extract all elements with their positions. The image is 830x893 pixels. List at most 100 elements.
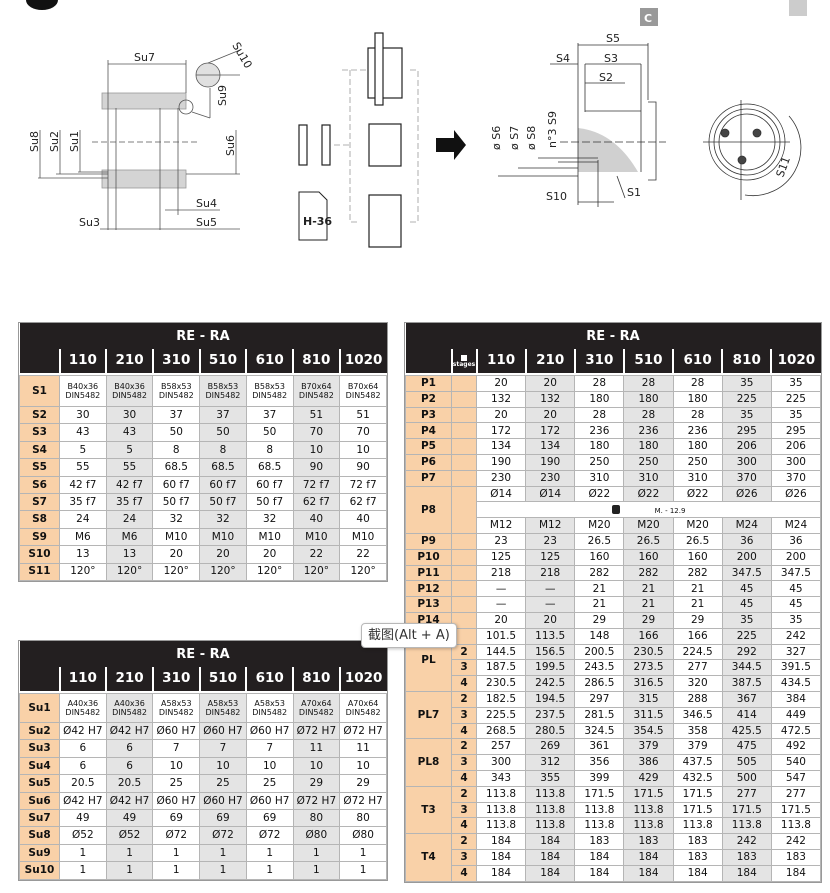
table-cell: 194.5 xyxy=(525,690,576,708)
table-cell: 21 xyxy=(574,580,625,598)
table-cell: 187.5 xyxy=(475,659,527,677)
c-badge-icon xyxy=(640,8,658,26)
table-cell: 190 xyxy=(475,453,527,471)
table-row: P11 218 218 282 282 282 347.5 347.5 xyxy=(405,564,822,582)
stage-cell: 4 xyxy=(451,769,477,787)
table-cell: 180 xyxy=(623,438,674,455)
table-cell: 225 xyxy=(721,390,772,408)
table-cell: 20 xyxy=(152,545,201,564)
row-label: P7 xyxy=(405,469,452,487)
table-cell: 120° xyxy=(152,562,201,581)
exploded-parts-drawing xyxy=(298,32,419,248)
table-cell: 51 xyxy=(292,405,341,425)
table-cell: 386 xyxy=(623,754,674,771)
table-su-dimensions: RE - RA 110 210 310 510 610 810 1020 Su1 A40x36 D… xyxy=(18,640,388,881)
table-cell: 437.5 xyxy=(672,754,723,771)
row-label: PL7 xyxy=(405,690,452,740)
table-cell: 399 xyxy=(574,769,625,787)
table-cell: 8 xyxy=(199,440,247,460)
table-cell: 300 xyxy=(475,754,527,771)
stage-cell xyxy=(451,469,477,487)
table-cell: 26.5 xyxy=(574,532,625,550)
stage-cell: 3 xyxy=(451,659,477,677)
stage-cell: 3 xyxy=(451,706,477,724)
table-cell: M10 xyxy=(292,527,341,547)
row-label: Su5 xyxy=(19,774,60,793)
table-row: 4 230.5 242.5 286.5 316.5 320 387.5 434.5 xyxy=(406,675,822,692)
table-cell: 472.5 xyxy=(770,722,822,740)
table-cell: 6 xyxy=(105,739,154,758)
table-cell: 269 xyxy=(525,738,576,756)
table-cell: 20 xyxy=(245,545,294,564)
table-cell: 20 xyxy=(475,406,527,424)
stage-cell xyxy=(451,390,477,408)
table-cell: 45 xyxy=(770,580,822,598)
table-cell: 13 xyxy=(59,545,107,564)
table-cell: 1 xyxy=(339,843,387,863)
table-cell: 29 xyxy=(292,774,341,793)
table-cell: 184 xyxy=(525,864,576,882)
table-cell: 6 xyxy=(59,739,107,758)
table-cell: 113.8 xyxy=(672,817,723,835)
row-label: P12 xyxy=(405,580,452,598)
table-cell: 200 xyxy=(770,548,822,566)
table-cell: 316.5 xyxy=(623,675,674,692)
table-cell: 243.5 xyxy=(574,659,625,677)
table-cell: — xyxy=(525,580,576,598)
table-cell: 8 xyxy=(245,440,294,460)
table-row: P4 172 172 236 236 236 295 295 xyxy=(405,422,822,440)
table-cell: Ø72 H7 xyxy=(339,721,387,741)
table-title: RE - RA xyxy=(19,323,387,349)
gear-icon xyxy=(26,0,58,10)
table-cell: 35 xyxy=(721,611,772,629)
table-cell: 242.5 xyxy=(525,675,576,692)
table-row: 3 113.8 113.8 113.8 113.8 171.5 171.5 171.5 xyxy=(406,801,822,819)
table-cell: 370 xyxy=(770,469,822,487)
label-s1: S1 xyxy=(627,186,641,199)
table-cell: 35 xyxy=(721,406,772,424)
table-cell: 113.8 xyxy=(574,817,625,835)
table-cell: 540 xyxy=(770,754,822,771)
table-cell: 250 xyxy=(623,453,674,471)
table-cell: 90 xyxy=(292,458,341,477)
row-label: S8 xyxy=(19,510,60,529)
label-su2: Su2 xyxy=(48,131,61,152)
table-row: P5 134 134 180 180 180 206 206 xyxy=(405,438,822,455)
table-cell: 23 xyxy=(525,532,576,550)
table-cell: 310 xyxy=(672,469,723,487)
table-cell: 5 xyxy=(105,440,154,460)
table-cell: Ø26 xyxy=(721,485,772,503)
table-cell: 429 xyxy=(623,769,674,787)
table-row: 3 187.5 199.5 243.5 273.5 277 344.5 391.5 xyxy=(406,659,822,677)
table-cell: 35 xyxy=(770,375,822,392)
table-row: Su5 20.5 20.5 25 25 25 29 29 xyxy=(19,774,387,793)
table-cell: 1 xyxy=(292,861,341,880)
table-row: PL8 2 257 269 361 379 379 475 492 xyxy=(405,738,822,787)
table-cell: 20 xyxy=(475,611,527,629)
table-cell: 26.5 xyxy=(672,532,723,550)
table-row: P10 125 125 160 160 160 200 200 xyxy=(405,548,822,566)
table-cell: 358 xyxy=(672,722,723,740)
stage-cell: 4 xyxy=(451,675,477,692)
stage-cell: 3 xyxy=(451,754,477,771)
table-cell: 69 xyxy=(245,808,294,828)
table-cell: 184 xyxy=(475,848,527,866)
table-cell: 45 xyxy=(721,596,772,613)
table-cell: 184 xyxy=(475,864,527,882)
table-cell: 281.5 xyxy=(574,706,625,724)
stage-cell: 2 xyxy=(451,785,477,803)
table-cell: 6 xyxy=(59,756,107,776)
table-cell: A70x64 DIN5482 xyxy=(292,693,341,723)
stages-icon xyxy=(461,354,467,361)
table-row: P14 20 20 29 29 29 35 35 xyxy=(405,611,822,629)
table-cell: 50 xyxy=(152,423,201,442)
table-row: 3 300 312 356 386 437.5 505 540 xyxy=(406,754,822,771)
table-cell: Ø80 xyxy=(292,826,341,845)
table-cell: 72 f7 xyxy=(292,475,341,494)
sleeve-section-drawing xyxy=(38,49,241,230)
table-row: Su8 Ø52 Ø52 Ø72 Ø72 Ø72 Ø80 Ø80 xyxy=(19,826,387,845)
stage-cell: 2 xyxy=(451,738,477,756)
table-cell: 184 xyxy=(475,833,527,850)
table-row: P7 230 230 310 310 310 370 370 xyxy=(405,469,822,487)
table-cell: Ø22 xyxy=(623,485,674,503)
